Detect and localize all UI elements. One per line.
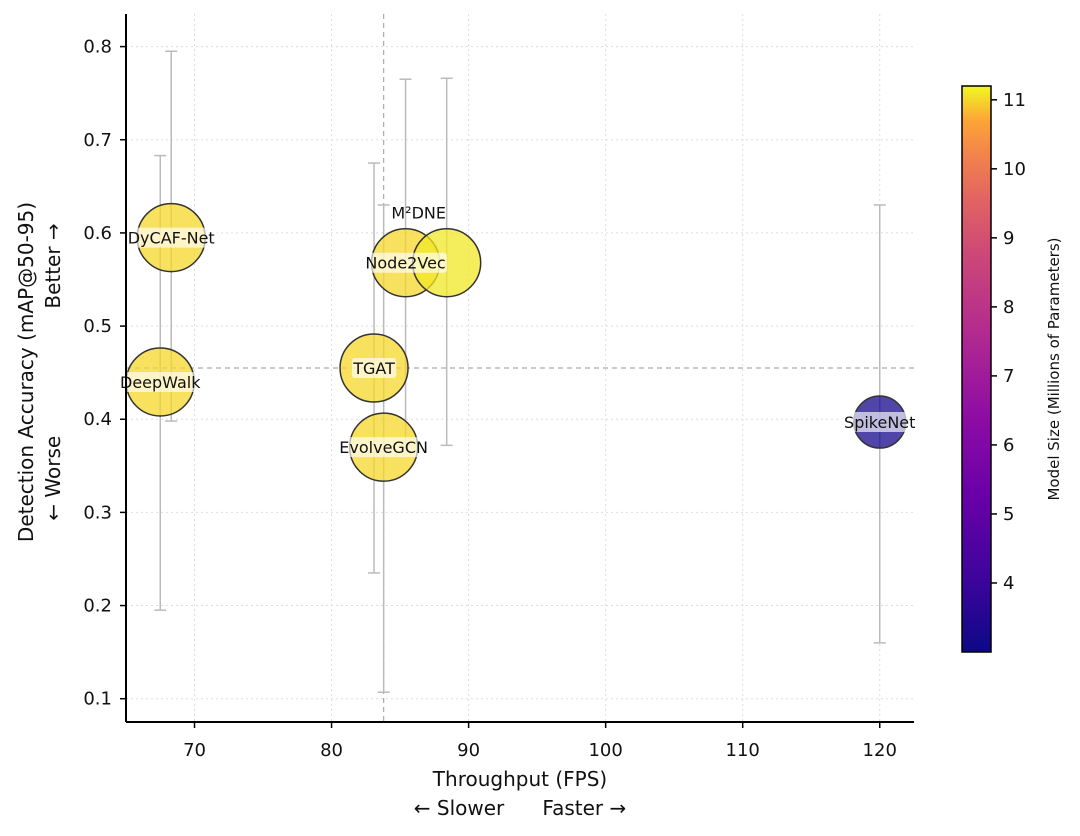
y-tick-label: 0.1 [83,689,112,710]
y-tick-label: 0.3 [83,502,112,523]
point-label-EvolveGCN: EvolveGCN [339,438,428,457]
axes [125,14,914,723]
x-ticks: 70 80 90 100 110 120 [183,722,897,761]
point-label-bg-DyCAF-Net [125,227,218,248]
x-tick-label: 110 [726,740,760,761]
colorbar-gradient [961,85,992,653]
y-tick-label: 0.4 [83,409,112,430]
point-label-M2DNE: M²DNE [391,204,446,223]
colorbar-tick-label: 4 [1003,573,1014,594]
x-axis-label: Throughput (FPS) [432,767,607,791]
y-tick-label: 0.2 [83,596,112,617]
y-ticks: 0.1 0.2 0.3 0.4 0.5 0.6 0.7 0.8 [83,37,126,710]
y-axis-label: Detection Accuracy (mAP@50-95) [14,202,38,542]
colorbar-tick-label: 5 [1003,504,1014,525]
point-label-SpikeNet: SpikeNet [844,413,915,432]
x-tick-label: 70 [183,740,206,761]
point-label-TGAT: TGAT [352,359,395,378]
x-tick-label: 80 [320,740,343,761]
x-axis-sublabel: ← Slower Faster → [414,796,626,820]
x-tick-label: 100 [588,740,622,761]
colorbar-label: Model Size (Millions of Parameters) [1045,237,1063,500]
colorbar-tick-label: 11 [1003,90,1026,111]
reference-lines [126,14,914,722]
colorbar-tick-label: 7 [1003,366,1014,387]
point-label-DyCAF-Net: DyCAF-Net [128,229,215,248]
y-tick-label: 0.7 [83,130,112,151]
point-label-DeepWalk: DeepWalk [120,373,201,392]
point-label-bg-DeepWalk [118,371,202,392]
point-label-bg-Node2Vec [364,252,447,273]
colorbar-tick-label: 8 [1003,297,1014,318]
y-tick-label: 0.8 [83,37,112,58]
x-tick-label: 120 [863,740,897,761]
colorbar: 4 5 6 7 8 9 10 11 Model Size (Millions of Param… [961,85,1063,653]
y-axis-sublabel: ← Worse Better → [41,223,65,520]
point-label-Node2Vec: Node2Vec [365,254,445,273]
x-tick-label: 90 [457,740,480,761]
point-label-bg-TGAT [351,358,397,378]
y-tick-label: 0.6 [83,223,112,244]
colorbar-tick-label: 6 [1003,435,1014,456]
colorbar-tick-label: 9 [1003,228,1014,249]
colorbar-ticks: 4 5 6 7 8 9 10 11 [991,90,1026,594]
error-bars [154,50,886,693]
point-label-bg-EvolveGCN [337,437,430,458]
grid-lines [126,14,914,722]
point-labels: DyCAF-Net DeepWalk Node2Vec M²DNE TGAT Evolve… [118,204,922,458]
y-tick-label: 0.5 [83,316,112,337]
data-points [125,202,907,482]
point-label-bg-SpikeNet [838,412,922,433]
colorbar-tick-label: 10 [1003,159,1026,180]
